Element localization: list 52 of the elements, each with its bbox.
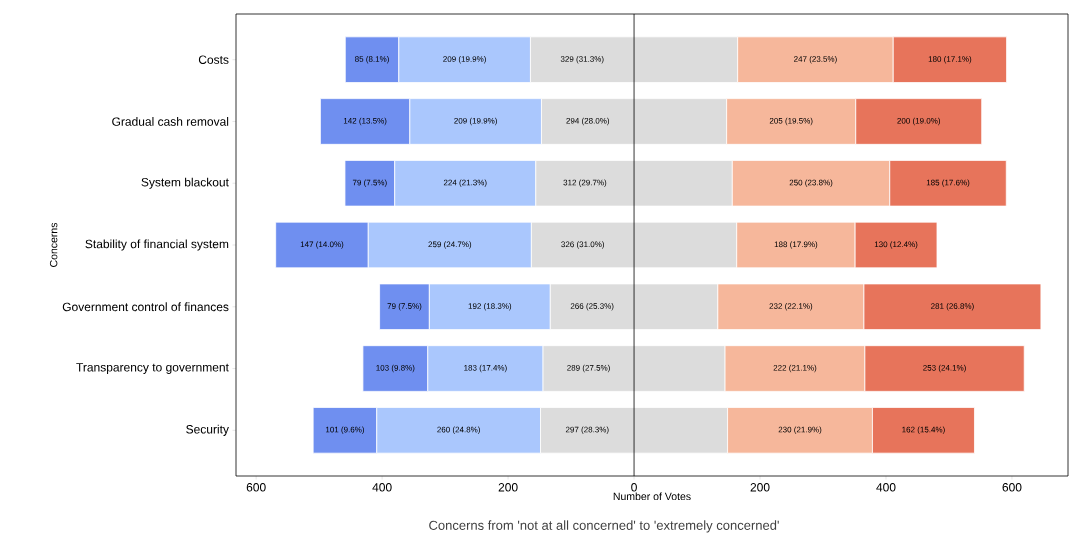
data-label: 192 (18.3%) xyxy=(468,303,512,311)
data-label: 205 (19.5%) xyxy=(769,117,813,126)
data-label: 183 (17.4%) xyxy=(464,364,507,373)
y-tick-label: System blackout xyxy=(141,177,229,189)
data-label: 259 (24.7%) xyxy=(428,241,472,249)
data-label: 230 (21.9%) xyxy=(778,426,822,435)
x-tick-label: 400 xyxy=(876,483,896,492)
data-label: 79 (7.5%) xyxy=(387,303,422,311)
y-tick-label: Gradual cash removal xyxy=(112,117,229,126)
data-label: 85 (8.1%) xyxy=(355,55,389,64)
y-tick-label: Transparency to government xyxy=(76,363,229,374)
y-tick-label: Stability of financial system xyxy=(85,239,229,251)
data-label: 222 (21.1%) xyxy=(773,364,817,373)
y-axis-title: Concerns xyxy=(49,222,58,267)
x-tick-label: 600 xyxy=(246,483,266,492)
y-tick-label: Costs xyxy=(198,55,229,64)
data-label: 297 (28.3%) xyxy=(565,426,609,435)
data-label: 266 (25.3%) xyxy=(570,303,614,311)
data-label: 312 (29.7%) xyxy=(563,179,607,187)
data-label: 253 (24.1%) xyxy=(923,364,966,373)
data-label: 162 (15.4%) xyxy=(902,426,945,435)
y-tick-label: Security xyxy=(186,424,229,436)
x-tick-label: 400 xyxy=(372,483,392,492)
data-label: 329 (31.3%) xyxy=(560,55,604,64)
data-label: 281 (26.8%) xyxy=(931,303,974,311)
data-label: 103 (9.8%) xyxy=(376,364,415,373)
data-label: 79 (7.5%) xyxy=(352,179,387,187)
data-label: 209 (19.9%) xyxy=(454,117,497,126)
x-tick-label: 600 xyxy=(1002,483,1022,492)
data-label: 326 (31.0%) xyxy=(561,241,604,249)
text: Concerns from 'not at all concerned' to 'extremely concerned' xyxy=(429,520,779,533)
x-axis-title: Number of Votes xyxy=(613,492,691,501)
data-label: 232 (22.1%) xyxy=(769,303,813,311)
data-label: 224 (21.3%) xyxy=(443,179,487,187)
y-tick-label: Government control of finances xyxy=(62,302,229,312)
data-label: 294 (28.0%) xyxy=(566,117,610,126)
data-label: 209 (19.9%) xyxy=(443,55,486,64)
data-label: 200 (19.0%) xyxy=(897,117,941,126)
data-label: 180 (17.1%) xyxy=(928,55,972,64)
data-label: 260 (24.8%) xyxy=(437,426,480,435)
data-label: 185 (17.6%) xyxy=(926,179,970,187)
x-tick-label: 200 xyxy=(750,483,770,492)
data-label: 147 (14.0%) xyxy=(300,241,344,249)
data-label: 101 (9.6%) xyxy=(326,426,365,435)
data-label: 289 (27.5%) xyxy=(567,364,610,373)
data-label: 130 (12.4%) xyxy=(874,241,918,249)
data-label: 247 (23.5%) xyxy=(794,55,837,64)
x-tick-label: 0 xyxy=(631,483,637,492)
data-label: 250 (23.8%) xyxy=(789,179,833,187)
data-label: 188 (17.9%) xyxy=(774,241,818,249)
data-label: 142 (13.5%) xyxy=(343,117,387,126)
x-tick-label: 200 xyxy=(498,483,518,492)
